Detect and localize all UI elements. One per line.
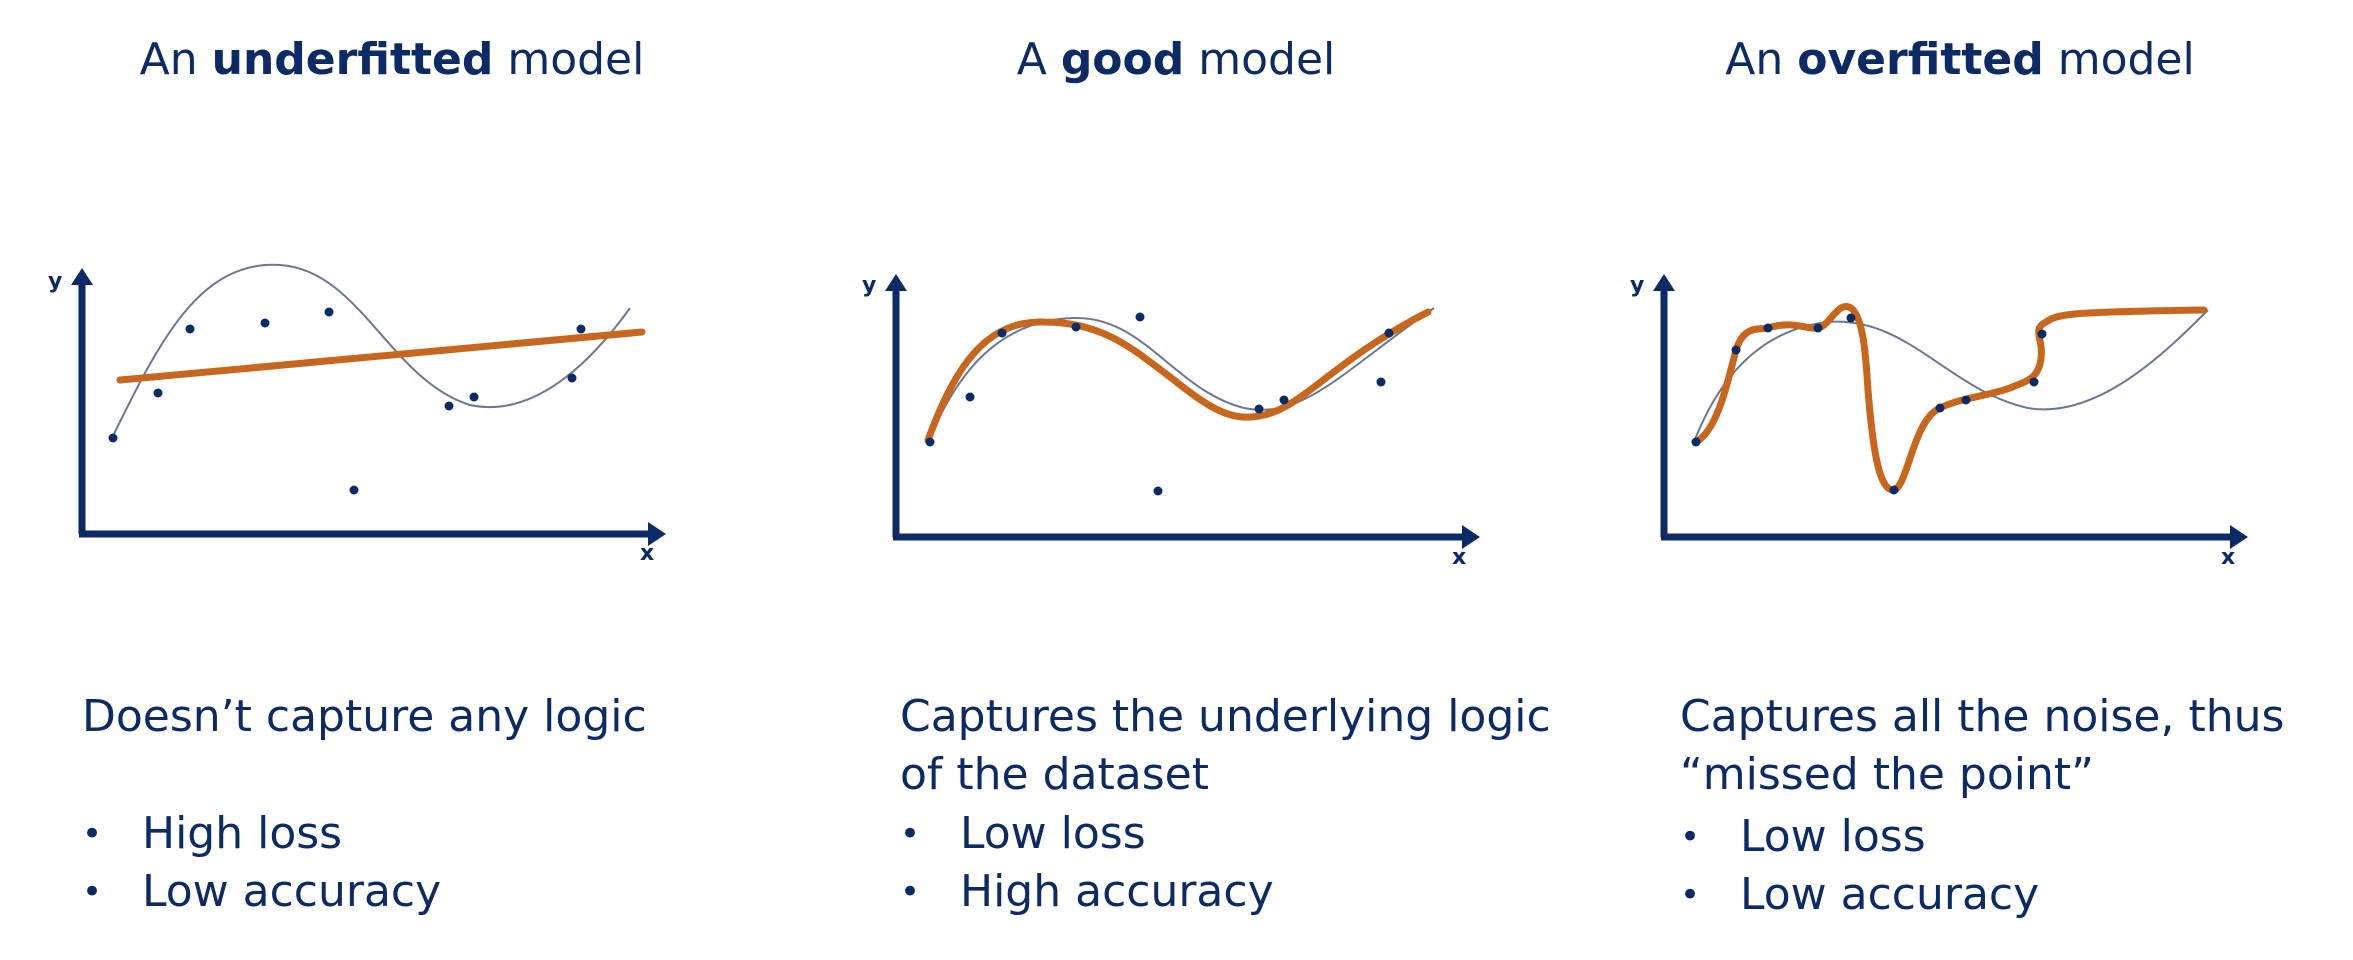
panel-description: Doesn’t capture any logic <box>82 691 647 742</box>
data-point <box>1376 377 1386 387</box>
data-point <box>965 392 975 402</box>
bullet-item: • High loss <box>82 805 441 863</box>
data-points <box>1691 313 2047 495</box>
bullet-item: • High accuracy <box>900 863 1274 921</box>
x-axis-label: x <box>1452 545 1466 570</box>
data-points <box>925 312 1394 496</box>
bullet-list: • Low loss • Low accuracy <box>1680 808 2039 924</box>
data-point <box>260 318 270 328</box>
data-point <box>1731 345 1741 355</box>
y-axis-label: y <box>48 269 62 294</box>
true-function-curve <box>927 307 1435 443</box>
data-point <box>1813 323 1823 333</box>
data-point <box>444 401 454 411</box>
data-point <box>997 328 1007 338</box>
data-point <box>1846 313 1856 323</box>
data-point <box>108 433 118 443</box>
y-axis-arrow <box>71 268 93 285</box>
panel-title: An overfitted model <box>1725 34 2195 85</box>
bullet-list: • Low loss • High accuracy <box>900 805 1274 921</box>
data-point <box>185 324 195 334</box>
data-point <box>576 324 586 334</box>
data-point <box>469 392 479 402</box>
data-point <box>1071 322 1081 332</box>
data-point <box>1935 403 1945 413</box>
y-axis-label: y <box>1630 273 1644 298</box>
data-point <box>2037 329 2047 339</box>
y-axis-arrow <box>885 274 907 291</box>
data-point <box>925 437 935 447</box>
axes <box>71 268 666 546</box>
bullet-item: • Low accuracy <box>1680 866 2039 924</box>
true-function-curve <box>111 263 631 439</box>
data-point <box>567 373 577 383</box>
x-axis-arrow <box>2230 525 2248 549</box>
panel-title: An underfitted model <box>139 34 645 85</box>
overfitted-plot: y x <box>1630 273 2248 570</box>
data-point <box>1691 437 1701 447</box>
bullet-item: • Low loss <box>900 805 1274 863</box>
true-function-curve <box>1693 309 2209 443</box>
data-point <box>1763 323 1773 333</box>
panel-description: Captures the underlying logic of the dat… <box>900 691 1551 800</box>
data-point <box>1153 486 1163 496</box>
underfitted-plot: y x <box>48 263 666 566</box>
bullet-list: • High loss • Low accuracy <box>82 805 441 921</box>
panel-good: A good model y x Captures the underlying… <box>784 0 1568 960</box>
data-point <box>1254 404 1264 414</box>
panel-description: Captures all the noise, thus “missed the… <box>1680 691 2285 800</box>
good-plot: y x <box>862 273 1480 570</box>
data-point <box>1135 312 1145 322</box>
x-axis-arrow <box>648 522 666 546</box>
panel-title: A good model <box>1016 34 1336 85</box>
axes <box>885 274 1480 549</box>
data-point <box>2029 377 2039 387</box>
model-fit-line <box>116 328 646 384</box>
panel-overfitted: An overfitted model y x Captures all the… <box>1568 0 2352 960</box>
bullet-dot: • <box>1680 817 1701 857</box>
data-point <box>1961 395 1971 405</box>
data-point <box>1384 328 1394 338</box>
bullet-dot: • <box>82 814 103 854</box>
bullet-dot: • <box>82 872 103 912</box>
bullet-dot: • <box>1680 875 1701 915</box>
axes <box>1653 274 2248 549</box>
bullet-item: • Low loss <box>1680 808 2039 866</box>
x-axis-label: x <box>2221 545 2235 570</box>
model-fit-curve <box>924 308 1432 444</box>
data-point <box>324 307 334 317</box>
data-points <box>108 307 586 495</box>
bullet-dot: • <box>900 814 921 854</box>
panel-underfitted: An underfitted model y x Doesn’t <box>0 0 784 960</box>
data-point <box>153 388 163 398</box>
data-point <box>1889 485 1899 495</box>
bullet-dot: • <box>900 872 921 912</box>
bullet-item: • Low accuracy <box>82 863 441 921</box>
model-fit-curve <box>1692 303 2208 494</box>
y-axis-label: y <box>862 273 876 298</box>
y-axis-arrow <box>1653 274 1675 291</box>
x-axis-arrow <box>1462 525 1480 549</box>
x-axis-label: x <box>640 541 654 566</box>
data-point <box>1279 395 1289 405</box>
data-point <box>349 485 359 495</box>
